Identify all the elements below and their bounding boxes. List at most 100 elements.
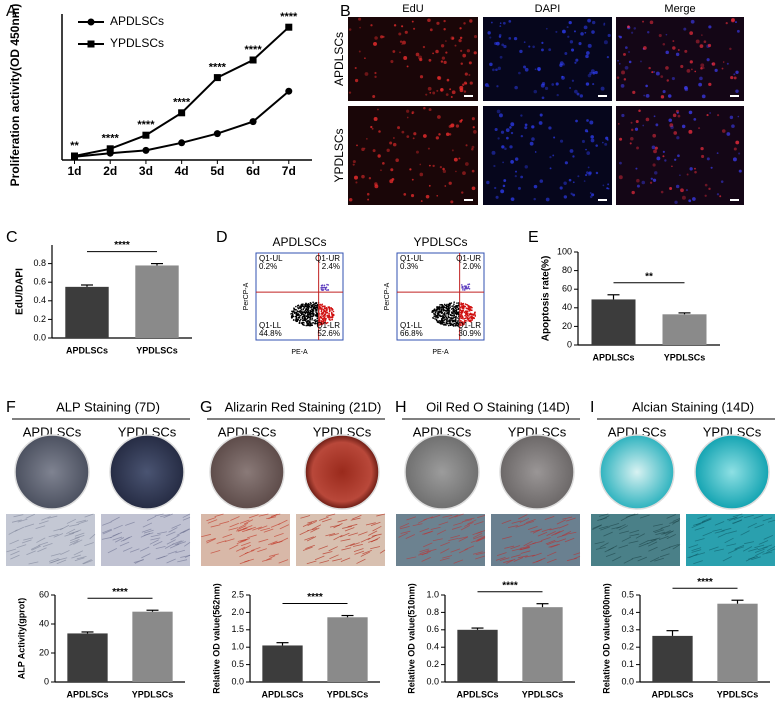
cell-fiber — [635, 533, 645, 539]
cell-nucleus — [586, 119, 589, 122]
cell-fiber — [669, 520, 680, 524]
cell-nucleus — [352, 160, 356, 164]
cell-fiber — [210, 549, 221, 554]
cell-nucleus — [660, 95, 665, 99]
cell-nucleus — [559, 186, 563, 190]
event-dot — [443, 309, 446, 311]
cell-nucleus — [348, 198, 353, 202]
error-bar — [471, 627, 484, 630]
cell-fiber — [248, 514, 259, 519]
cell-nucleus — [641, 180, 646, 185]
cell-fiber — [273, 533, 284, 538]
cell-nucleus — [491, 150, 496, 155]
event-dot — [456, 308, 458, 311]
point — [106, 145, 114, 153]
cell-nucleus — [589, 192, 592, 194]
point — [285, 23, 293, 31]
y-tick-label: 0.4 — [33, 295, 46, 305]
cell-nucleus — [653, 115, 656, 118]
cell-fiber — [448, 538, 459, 542]
event-dot — [321, 322, 323, 325]
y-tick-label: 60 — [562, 284, 572, 294]
cell-nucleus — [372, 95, 376, 98]
cell-nucleus — [537, 66, 541, 71]
cell-nucleus — [502, 21, 506, 25]
cell-fiber — [561, 531, 572, 537]
event-dot — [433, 313, 435, 315]
scale-bar — [464, 199, 473, 201]
cell-nucleus — [634, 127, 639, 131]
cell-nucleus — [572, 193, 576, 197]
cell-nucleus — [732, 157, 737, 162]
event-dot — [453, 322, 456, 325]
cell-fiber — [216, 540, 227, 544]
error-bar — [341, 614, 354, 618]
cell-nucleus — [460, 49, 463, 52]
cell-fiber — [702, 517, 712, 522]
cell-nucleus — [604, 142, 608, 146]
bar — [262, 645, 303, 682]
cell-fiber — [157, 531, 168, 535]
x-tick-label: APDLSCs — [66, 689, 108, 699]
cell-nucleus — [487, 31, 491, 35]
staining-title: ALP Staining (7D) — [56, 399, 160, 414]
cell-nucleus — [380, 35, 384, 39]
event-dot — [438, 311, 440, 313]
cell-nucleus — [354, 66, 357, 70]
event-dot — [324, 313, 327, 316]
x-tick-label: 5d — [210, 164, 224, 178]
cell-nucleus — [587, 18, 591, 23]
flow-frame — [255, 252, 344, 341]
cell-fiber — [164, 543, 175, 549]
cell-fiber — [206, 517, 217, 522]
cell-fiber — [169, 543, 180, 549]
event-dot — [445, 306, 447, 309]
x-tick-label: 7d — [282, 164, 296, 178]
cell-nucleus — [389, 179, 394, 184]
event-dot — [463, 285, 466, 287]
event-dot — [435, 318, 438, 321]
event-dot — [444, 315, 447, 318]
cell-nucleus — [677, 154, 680, 158]
cell-nucleus — [701, 154, 705, 159]
event-dot — [460, 319, 462, 322]
cell-nucleus — [513, 36, 518, 41]
cell-fiber — [236, 528, 246, 532]
cell-fiber — [177, 559, 188, 563]
event-dot — [292, 319, 295, 321]
cell-fiber — [150, 534, 161, 538]
cell-fiber — [258, 538, 269, 543]
cell-fiber — [10, 554, 20, 560]
cell-nucleus — [672, 113, 677, 118]
cell-fiber — [458, 548, 469, 554]
staining-label: APDLSCs — [413, 424, 472, 439]
cell-nucleus — [352, 163, 355, 166]
cell-fiber — [166, 558, 176, 564]
cell-fiber — [356, 558, 366, 564]
cell-nucleus — [464, 162, 469, 166]
event-dot — [442, 307, 444, 310]
event-dot — [302, 323, 305, 326]
cell-fiber — [520, 547, 531, 551]
event-dot — [471, 317, 474, 320]
cell-nucleus — [591, 30, 595, 34]
staining-label: YPDLSCs — [703, 424, 762, 439]
event-dot — [468, 283, 471, 286]
cell-nucleus — [716, 193, 720, 196]
cell-fiber — [524, 520, 534, 525]
cell-nucleus — [733, 73, 736, 76]
cell-fiber — [305, 544, 315, 549]
quadrant-value: 0.3% — [400, 262, 418, 271]
cell-fiber — [629, 533, 640, 537]
cell-nucleus — [708, 82, 712, 87]
event-dot — [307, 319, 309, 322]
cell-fiber — [598, 513, 609, 517]
cell-nucleus — [654, 146, 658, 150]
cell-fiber — [278, 559, 289, 564]
event-dot — [315, 322, 317, 325]
cell-fiber — [566, 517, 576, 522]
event-dot — [433, 308, 436, 311]
cell-nucleus — [461, 191, 464, 194]
cell-fiber — [755, 550, 765, 557]
cell-nucleus — [541, 96, 545, 100]
